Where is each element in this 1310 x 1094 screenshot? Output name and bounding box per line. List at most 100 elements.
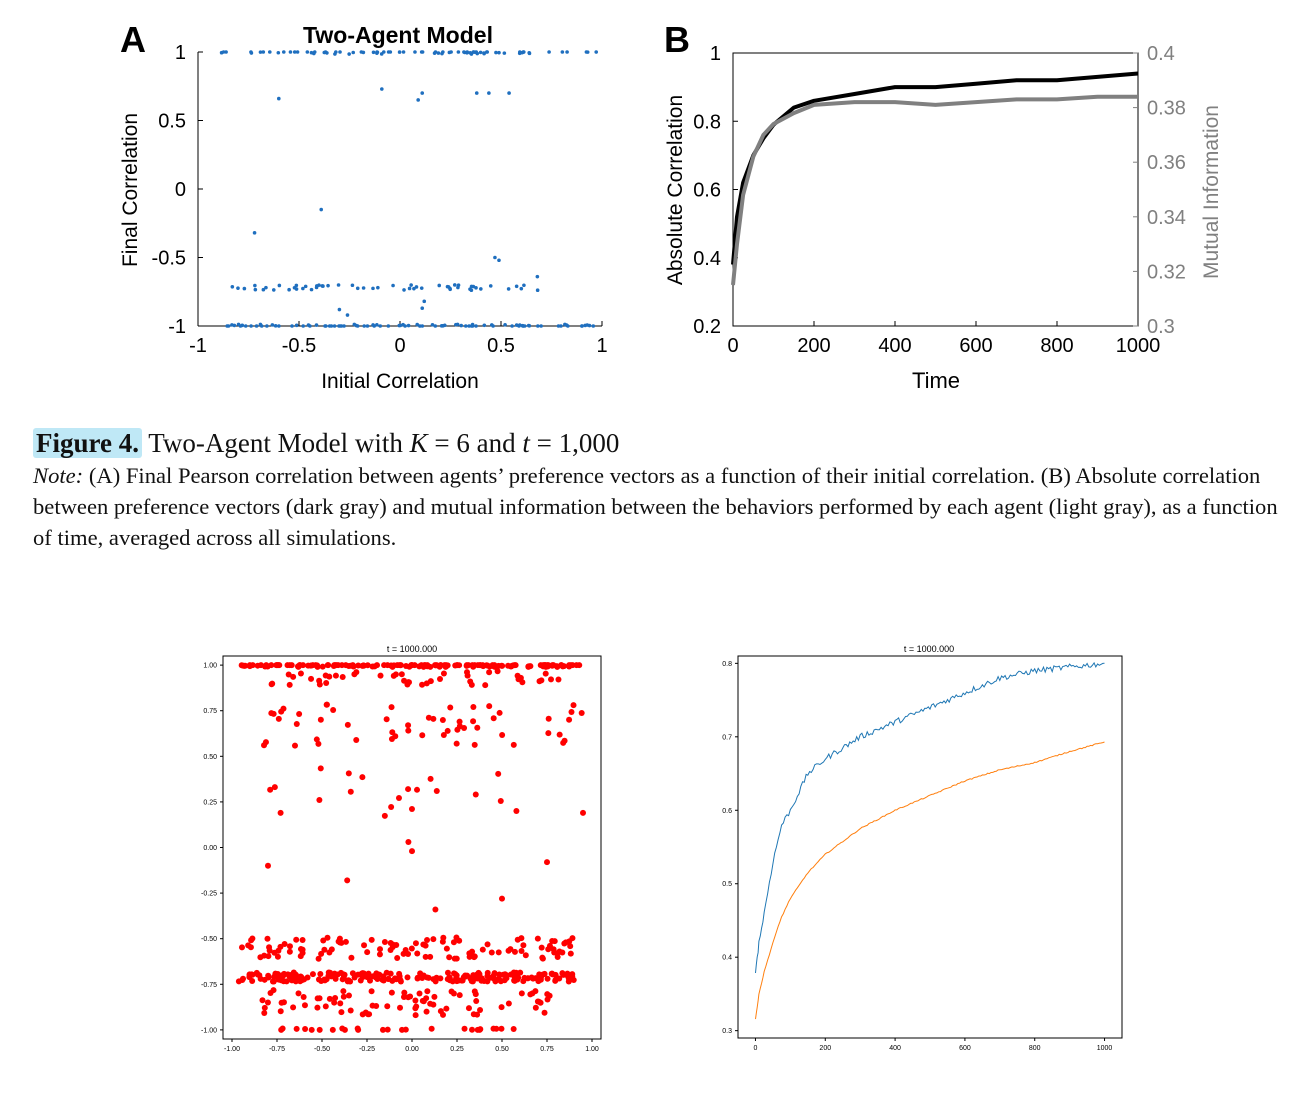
panel-a-xlabel: Initial Correlation — [321, 370, 479, 393]
data-point — [534, 935, 541, 942]
data-point — [471, 741, 478, 748]
panel-b-y-tick-label-right: 0.36 — [1147, 152, 1186, 174]
data-point — [479, 287, 483, 291]
data-point — [473, 50, 477, 55]
data-point — [564, 970, 571, 977]
data-point — [338, 662, 345, 669]
data-point — [490, 1025, 497, 1032]
data-point — [249, 51, 254, 55]
data-point — [351, 671, 358, 678]
data-point — [495, 770, 502, 777]
data-point — [464, 972, 471, 979]
data-point — [408, 945, 415, 952]
data-point — [555, 676, 562, 683]
data-point — [338, 1009, 345, 1016]
panel-a-letter: A — [120, 19, 146, 60]
data-point — [293, 720, 300, 727]
data-point — [494, 50, 498, 55]
data-point — [350, 663, 357, 670]
data-point — [474, 324, 478, 328]
data-point — [412, 286, 416, 291]
data-point — [478, 50, 483, 55]
data-point — [324, 662, 331, 669]
data-point — [518, 990, 525, 997]
data-point — [270, 710, 277, 717]
data-point — [249, 935, 256, 942]
data-point — [403, 324, 407, 328]
data-point — [560, 50, 565, 54]
data-point — [337, 1000, 344, 1007]
panel-c-y-tick-label: 0.25 — [203, 799, 217, 806]
data-point — [594, 50, 599, 54]
data-point — [563, 322, 567, 327]
panel-d-x-tick-label: 400 — [889, 1045, 901, 1052]
data-point — [380, 87, 384, 91]
data-point — [284, 662, 291, 669]
data-point — [291, 742, 298, 749]
data-point — [479, 946, 486, 953]
data-point — [322, 1003, 329, 1010]
data-point — [428, 1025, 435, 1032]
data-point — [469, 324, 474, 328]
data-point — [359, 970, 366, 977]
panel-d-y-tick-label: 0.5 — [722, 881, 732, 888]
panel-a-y-tick-label: 1 — [175, 42, 186, 64]
data-point — [556, 731, 563, 738]
data-point — [403, 663, 410, 670]
data-point — [277, 283, 282, 288]
data-point — [419, 286, 424, 290]
data-point — [388, 704, 395, 711]
data-point — [270, 323, 275, 327]
data-point — [482, 323, 487, 328]
data-point — [527, 991, 534, 998]
data-point — [427, 953, 434, 960]
panel-c-x-tick-label: 0.75 — [540, 1046, 554, 1053]
data-point — [312, 50, 317, 54]
panel-b-y-tick-label-left: 0.2 — [693, 316, 721, 338]
data-point — [559, 970, 566, 977]
data-point — [287, 287, 291, 292]
caption-t-var: t — [522, 428, 530, 458]
data-point — [419, 732, 426, 739]
panel-a-x-tick-label: -0.5 — [282, 335, 316, 357]
data-point — [265, 862, 271, 869]
figure-caption: Figure 4. Two-Agent Model with K = 6 and… — [33, 426, 1283, 553]
data-point — [321, 284, 325, 288]
data-point — [497, 258, 501, 263]
data-point — [491, 324, 495, 328]
data-point — [405, 951, 412, 958]
panel-d-y-tick-label: 0.6 — [722, 808, 732, 815]
data-point — [254, 324, 259, 328]
data-point — [315, 955, 322, 962]
data-point — [258, 50, 263, 54]
figure-bottom: t = 1000.000 -1.00 -0.75 -0.50 -0.25 0.00 0.2… — [201, 644, 1123, 1053]
data-point — [549, 971, 556, 978]
data-point — [314, 663, 321, 670]
data-point — [461, 725, 468, 732]
data-point — [261, 1010, 268, 1017]
panel-a-ylabel: Final Correlation — [119, 113, 142, 267]
data-point — [419, 681, 426, 688]
data-point — [522, 283, 526, 288]
data-point — [246, 662, 253, 669]
absolute-correlation-line — [731, 71, 1139, 265]
data-point — [554, 950, 561, 957]
data-point — [494, 663, 501, 670]
data-point — [510, 1025, 517, 1032]
caption-title: Figure 4. Two-Agent Model with K = 6 and… — [33, 426, 1283, 460]
data-point — [390, 672, 397, 679]
data-point — [401, 677, 408, 684]
data-point — [551, 938, 558, 945]
data-point — [238, 944, 245, 951]
data-point — [265, 974, 272, 981]
data-point — [357, 977, 364, 984]
panel-a-title: Two-Agent Model — [303, 22, 493, 48]
data-point — [275, 715, 282, 722]
data-point — [398, 671, 405, 678]
data-point — [301, 324, 306, 328]
data-point — [290, 673, 297, 680]
data-point — [361, 50, 366, 55]
data-point — [407, 993, 414, 1000]
data-point — [243, 324, 248, 328]
data-point — [471, 284, 476, 289]
